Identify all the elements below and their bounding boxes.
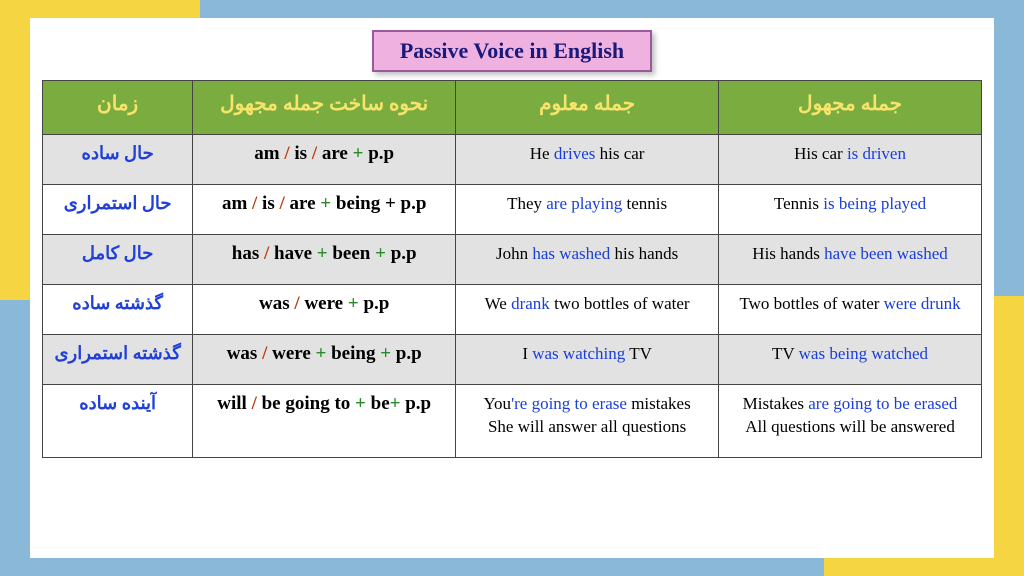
active-cell: You're going to erase mistakesShe will a… bbox=[456, 384, 719, 457]
formula-cell: has / have + been + p.p bbox=[193, 234, 456, 284]
passive-cell: Mistakes are going to be erasedAll quest… bbox=[719, 384, 982, 457]
active-cell: I was watching TV bbox=[456, 334, 719, 384]
header-passive: جمله مجهول bbox=[719, 81, 982, 135]
passive-cell: Two bottles of water were drunk bbox=[719, 284, 982, 334]
tense-cell: حال کامل bbox=[43, 234, 193, 284]
formula-cell: am / is / are + p.p bbox=[193, 135, 456, 185]
active-cell: They are playing tennis bbox=[456, 184, 719, 234]
active-cell: He drives his car bbox=[456, 135, 719, 185]
formula-cell: was / were + p.p bbox=[193, 284, 456, 334]
formula-cell: will / be going to + be+ p.p bbox=[193, 384, 456, 457]
table-header-row: زمان نحوه ساخت جمله مجهول جمله معلوم جمل… bbox=[43, 81, 982, 135]
tense-cell: حال ساده bbox=[43, 135, 193, 185]
tense-cell: گذشته ساده bbox=[43, 284, 193, 334]
header-active: جمله معلوم bbox=[456, 81, 719, 135]
active-cell: We drank two bottles of water bbox=[456, 284, 719, 334]
passive-cell: His car is driven bbox=[719, 135, 982, 185]
tense-cell: حال استمراری bbox=[43, 184, 193, 234]
table-row: گذشته سادهwas / were + p.pWe drank two b… bbox=[43, 284, 982, 334]
passive-cell: Tennis is being played bbox=[719, 184, 982, 234]
tense-cell: آینده ساده bbox=[43, 384, 193, 457]
grammar-table: زمان نحوه ساخت جمله مجهول جمله معلوم جمل… bbox=[42, 80, 982, 458]
page-title: Passive Voice in English bbox=[372, 30, 652, 72]
table-row: حال سادهam / is / are + p.pHe drives his… bbox=[43, 135, 982, 185]
passive-cell: TV was being watched bbox=[719, 334, 982, 384]
decor-right-bar bbox=[994, 296, 1024, 576]
header-formula: نحوه ساخت جمله مجهول bbox=[193, 81, 456, 135]
table-row: آینده سادهwill / be going to + be+ p.pYo… bbox=[43, 384, 982, 457]
passive-cell: His hands have been washed bbox=[719, 234, 982, 284]
tense-cell: گذشته استمراری bbox=[43, 334, 193, 384]
formula-cell: am / is / are + being + p.p bbox=[193, 184, 456, 234]
slide-page: Passive Voice in English زمان نحوه ساخت … bbox=[30, 18, 994, 558]
formula-cell: was / were + being + p.p bbox=[193, 334, 456, 384]
decor-left-bar bbox=[0, 0, 30, 300]
table-row: حال استمراریam / is / are + being + p.pT… bbox=[43, 184, 982, 234]
table-row: گذشته استمراریwas / were + being + p.pI … bbox=[43, 334, 982, 384]
table-row: حال کاملhas / have + been + p.pJohn has … bbox=[43, 234, 982, 284]
active-cell: John has washed his hands bbox=[456, 234, 719, 284]
header-tense: زمان bbox=[43, 81, 193, 135]
